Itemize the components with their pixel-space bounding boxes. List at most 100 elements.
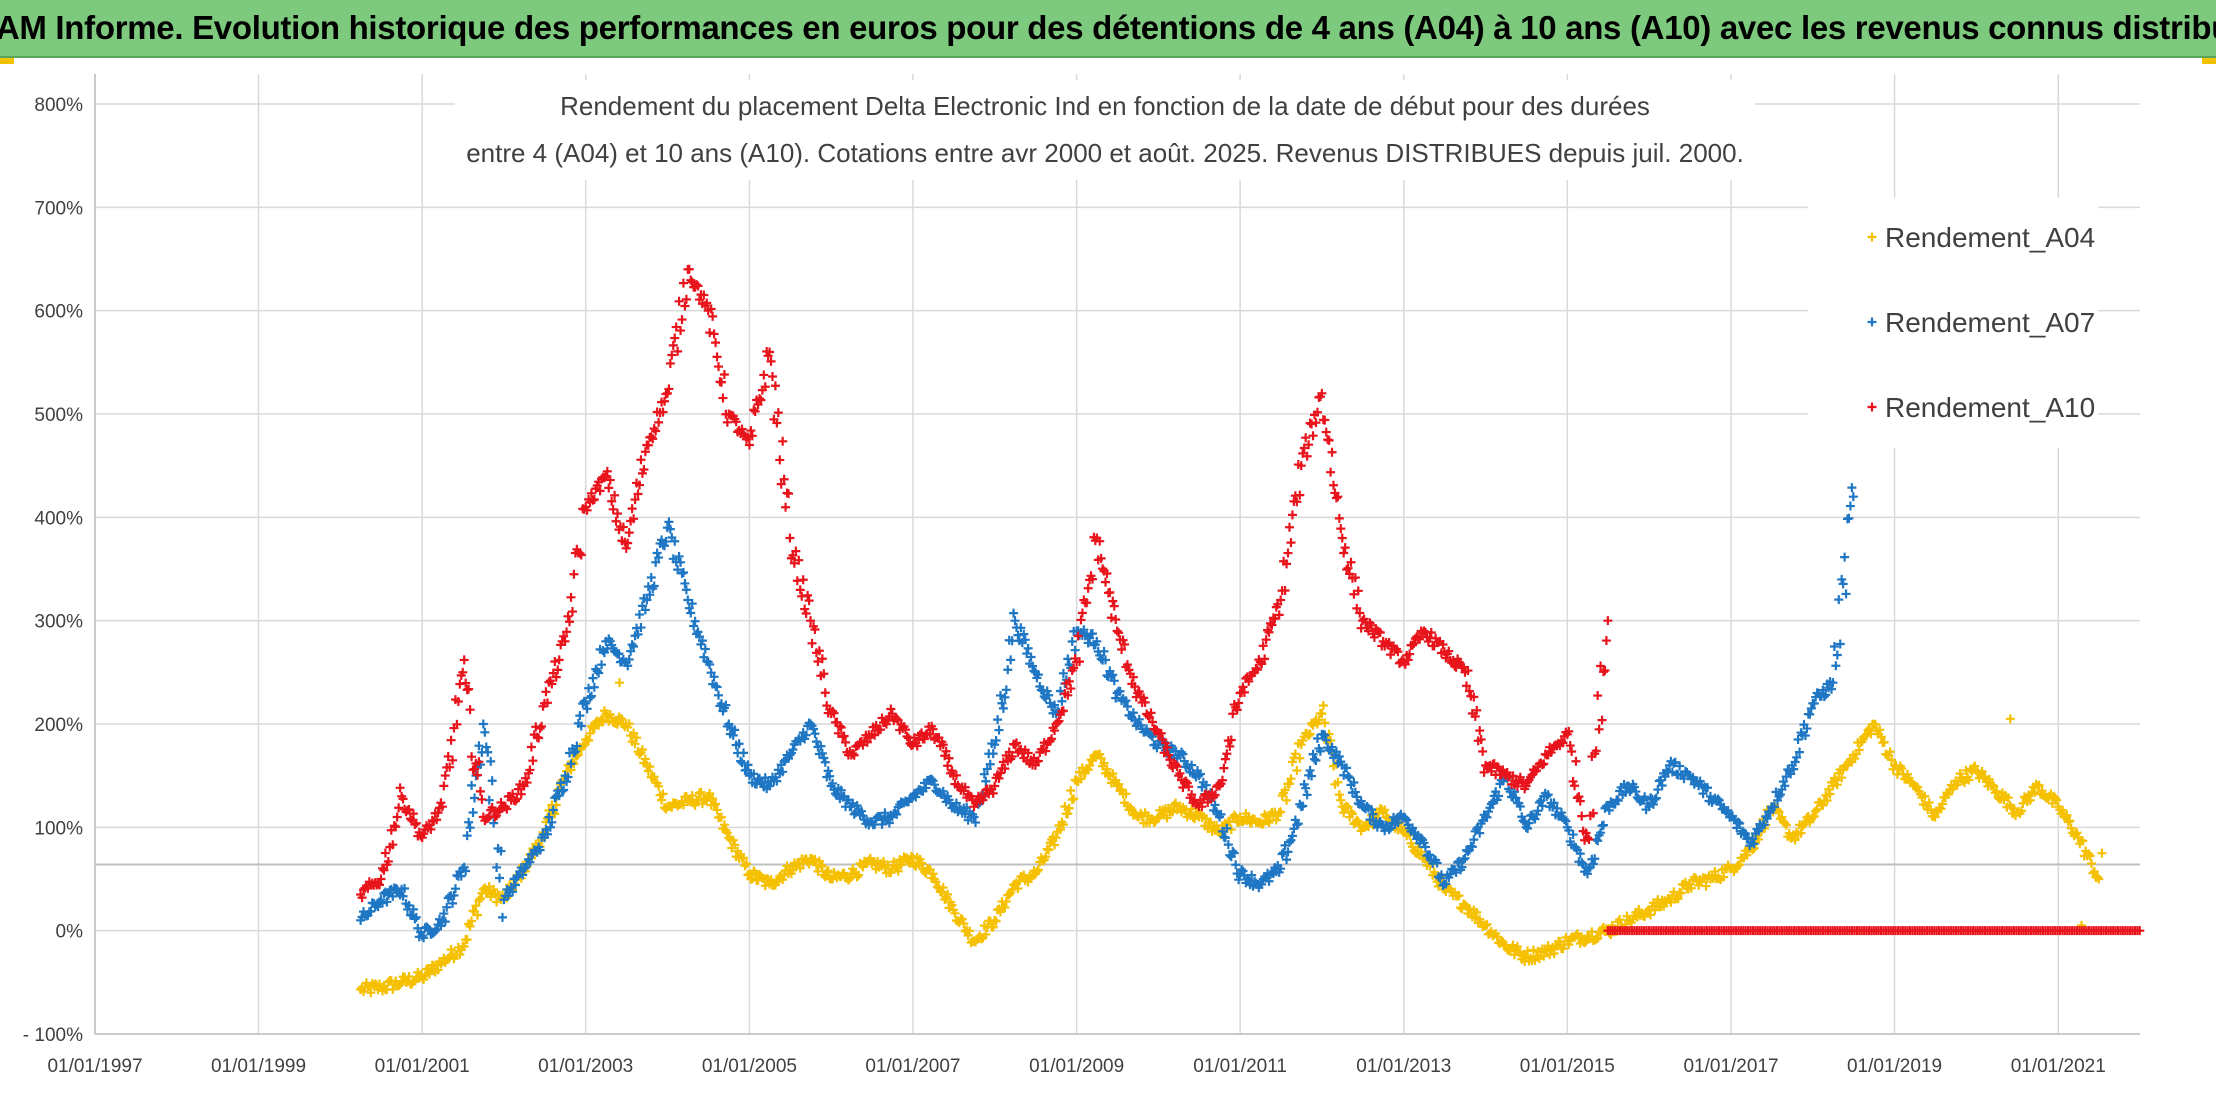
data-point bbox=[497, 912, 507, 922]
data-point bbox=[1083, 583, 1093, 593]
data-point bbox=[1308, 431, 1318, 441]
data-point bbox=[1108, 596, 1118, 606]
data-point bbox=[567, 607, 577, 617]
data-point bbox=[1818, 800, 1828, 810]
data-point bbox=[1033, 865, 1043, 875]
data-point bbox=[1811, 806, 1821, 816]
data-point bbox=[1109, 601, 1119, 611]
data-point bbox=[1206, 817, 1216, 827]
data-point bbox=[459, 941, 469, 951]
data-point bbox=[906, 851, 916, 861]
data-point bbox=[750, 868, 760, 878]
y-tick-label: 400% bbox=[34, 508, 83, 529]
data-point bbox=[542, 829, 552, 839]
data-point bbox=[1926, 804, 1936, 814]
y-tick-label: 600% bbox=[34, 302, 83, 323]
data-point bbox=[468, 808, 478, 818]
data-point bbox=[740, 861, 750, 871]
data-point bbox=[2030, 787, 2040, 797]
data-point bbox=[702, 796, 712, 806]
data-point bbox=[1920, 791, 1930, 801]
data-point bbox=[817, 861, 827, 871]
data-point bbox=[366, 988, 376, 998]
data-point bbox=[541, 687, 551, 697]
data-point bbox=[495, 873, 505, 883]
data-point bbox=[1594, 724, 1604, 734]
data-point bbox=[592, 666, 602, 676]
data-point bbox=[461, 866, 471, 876]
data-point bbox=[439, 781, 449, 791]
data-point bbox=[1095, 749, 1105, 759]
data-point bbox=[660, 541, 670, 551]
data-point bbox=[1108, 769, 1118, 779]
data-point bbox=[487, 776, 497, 786]
data-point bbox=[1032, 866, 1042, 876]
data-point bbox=[1416, 847, 1426, 857]
data-point bbox=[1286, 538, 1296, 548]
data-point bbox=[604, 483, 614, 493]
data-point bbox=[1464, 904, 1474, 914]
data-point bbox=[585, 693, 595, 703]
data-point bbox=[2062, 810, 2072, 820]
data-point bbox=[779, 870, 789, 880]
data-point bbox=[714, 362, 724, 372]
data-point bbox=[566, 759, 576, 769]
data-point bbox=[442, 902, 452, 912]
data-point bbox=[1220, 754, 1230, 764]
data-point bbox=[965, 926, 975, 936]
data-point bbox=[1615, 915, 1625, 925]
data-point bbox=[1337, 533, 1347, 543]
data-point bbox=[937, 887, 947, 897]
data-point bbox=[654, 781, 664, 791]
data-point bbox=[632, 733, 642, 743]
data-point bbox=[1085, 761, 1095, 771]
data-point bbox=[661, 537, 671, 547]
data-point bbox=[518, 870, 528, 880]
data-point bbox=[2071, 829, 2081, 839]
data-point bbox=[854, 870, 864, 880]
data-point bbox=[925, 865, 935, 875]
data-point bbox=[657, 535, 667, 545]
data-point bbox=[639, 593, 649, 603]
data-point bbox=[562, 777, 572, 787]
data-point bbox=[470, 793, 480, 803]
data-point bbox=[629, 642, 639, 652]
data-point bbox=[1283, 548, 1293, 558]
data-point bbox=[804, 596, 814, 606]
data-point bbox=[544, 812, 554, 822]
data-point bbox=[1314, 715, 1324, 725]
data-point bbox=[1274, 808, 1284, 818]
data-point bbox=[963, 930, 973, 940]
data-point bbox=[1796, 828, 1806, 838]
data-point bbox=[686, 608, 696, 618]
data-point bbox=[2025, 795, 2035, 805]
data-point bbox=[411, 912, 421, 922]
data-point bbox=[1832, 650, 1842, 660]
data-point bbox=[1364, 822, 1374, 832]
data-point bbox=[576, 721, 586, 731]
data-point bbox=[1050, 840, 1060, 850]
data-point bbox=[1564, 940, 1574, 950]
data-point bbox=[1570, 781, 1580, 791]
data-point bbox=[719, 820, 729, 830]
data-point bbox=[1834, 595, 1844, 605]
data-point bbox=[778, 436, 788, 446]
data-point bbox=[588, 673, 598, 683]
data-point bbox=[2065, 816, 2075, 826]
data-series bbox=[356, 264, 2145, 998]
data-point bbox=[594, 668, 604, 678]
data-point bbox=[981, 929, 991, 939]
data-point bbox=[1512, 942, 1522, 952]
data-point bbox=[1231, 860, 1241, 870]
data-point bbox=[684, 603, 694, 613]
data-point bbox=[2092, 872, 2102, 882]
data-point bbox=[465, 705, 475, 715]
data-point bbox=[1905, 776, 1915, 786]
data-point bbox=[1152, 814, 1162, 824]
data-point bbox=[959, 919, 969, 929]
data-point bbox=[1069, 794, 1079, 804]
data-point bbox=[626, 646, 636, 656]
data-point bbox=[1832, 780, 1842, 790]
data-point bbox=[1102, 764, 1112, 774]
data-point bbox=[392, 812, 402, 822]
